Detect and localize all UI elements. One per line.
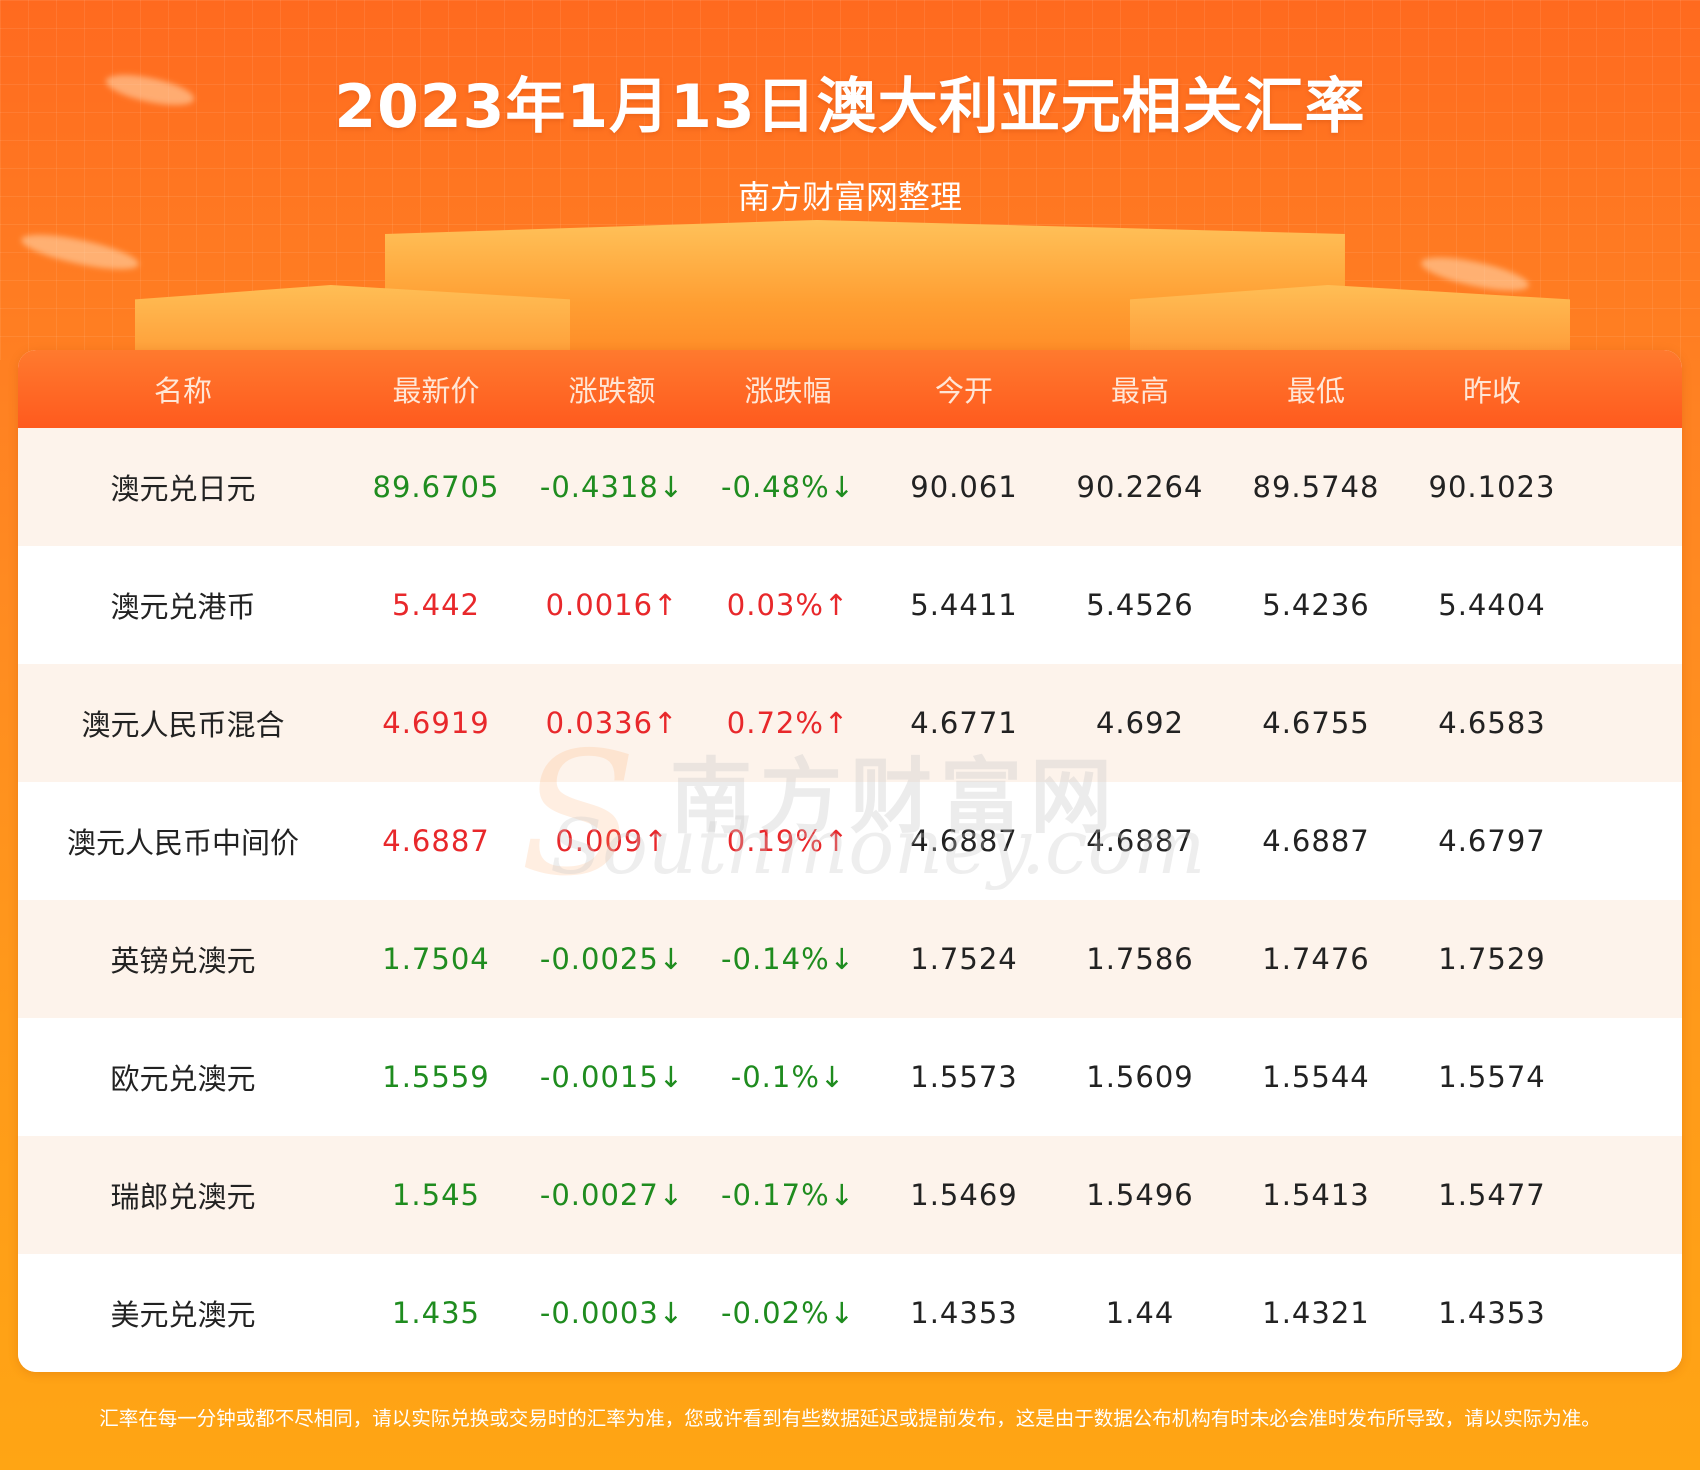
row-open: 4.6887: [910, 824, 1018, 858]
row-name: 瑞郎兑澳元: [110, 1180, 256, 1214]
row-name: 美元兑澳元: [110, 1298, 256, 1332]
row-change: -0.0027↓: [539, 1178, 685, 1212]
row-prev-close: 4.6583: [1438, 706, 1546, 740]
row-latest: 1.545: [391, 1178, 481, 1212]
row-change-pct: -0.1%↓: [730, 1060, 846, 1094]
row-open: 1.7524: [910, 942, 1018, 976]
row-latest: 4.6887: [382, 824, 490, 858]
table-row: 瑞郎兑澳元 1.545 -0.0027↓ -0.17%↓ 1.5469 1.54…: [18, 1136, 1682, 1254]
row-latest: 1.435: [391, 1296, 481, 1330]
row-change-pct: 0.72%↑: [726, 706, 850, 740]
row-change: 0.0336↑: [545, 706, 679, 740]
header-change: 涨跌额: [568, 374, 656, 408]
row-change-pct: -0.14%↓: [721, 942, 855, 976]
table-row: 澳元兑港币 5.442 0.0016↑ 0.03%↑ 5.4411 5.4526…: [18, 546, 1682, 664]
table-row: 澳元人民币混合 4.6919 0.0336↑ 0.72%↑ 4.6771 4.6…: [18, 664, 1682, 782]
row-open: 5.4411: [910, 588, 1018, 622]
row-name: 欧元兑澳元: [110, 1062, 256, 1096]
row-low: 4.6755: [1262, 706, 1370, 740]
row-high: 4.692: [1095, 706, 1185, 740]
row-prev-close: 1.7529: [1438, 942, 1546, 976]
row-low: 1.4321: [1262, 1296, 1370, 1330]
row-change-pct: 0.19%↑: [726, 824, 850, 858]
row-prev-close: 5.4404: [1438, 588, 1546, 622]
row-name: 澳元兑港币: [110, 590, 256, 624]
header-change-pct: 涨跌幅: [744, 374, 832, 408]
row-low: 1.5413: [1262, 1178, 1370, 1212]
row-high: 1.5496: [1086, 1178, 1194, 1212]
header-name: 名称: [153, 374, 212, 408]
exchange-rate-table: 名称 最新价 涨跌额 涨跌幅 今开 最高 最低 昨收 澳元兑日元 89.6705…: [18, 350, 1682, 1372]
row-high: 4.6887: [1086, 824, 1194, 858]
row-prev-close: 1.4353: [1438, 1296, 1546, 1330]
table-row: 澳元兑日元 89.6705 -0.4318↓ -0.48%↓ 90.061 90…: [18, 428, 1682, 546]
row-high: 5.4526: [1086, 588, 1194, 622]
row-prev-close: 4.6797: [1438, 824, 1546, 858]
table-header: 名称 最新价 涨跌额 涨跌幅 今开 最高 最低 昨收: [18, 350, 1682, 428]
row-open: 1.5573: [910, 1060, 1018, 1094]
row-prev-close: 90.1023: [1428, 470, 1556, 504]
page-title: 2023年1月13日澳大利亚元相关汇率: [334, 72, 1366, 142]
header-latest: 最新价: [392, 374, 480, 408]
header-low: 最低: [1286, 374, 1345, 408]
row-low: 5.4236: [1262, 588, 1370, 622]
page-subtitle: 南方财富网整理: [737, 178, 962, 216]
row-latest: 1.5559: [382, 1060, 490, 1094]
row-latest: 4.6919: [382, 706, 490, 740]
row-change-pct: -0.17%↓: [721, 1178, 855, 1212]
row-name: 澳元兑日元: [110, 472, 256, 506]
disclaimer-footer: 汇率在每一分钟或都不尽相同，请以实际兑换或交易时的汇率为准，您或许看到有些数据延…: [99, 1407, 1601, 1430]
row-change: 0.0016↑: [545, 588, 679, 622]
row-latest: 5.442: [391, 588, 481, 622]
row-change-pct: -0.48%↓: [721, 470, 855, 504]
row-latest: 1.7504: [382, 942, 490, 976]
row-prev-close: 1.5574: [1438, 1060, 1546, 1094]
row-high: 90.2264: [1076, 470, 1204, 504]
row-change: -0.0003↓: [539, 1296, 685, 1330]
row-prev-close: 1.5477: [1438, 1178, 1546, 1212]
row-name: 英镑兑澳元: [110, 944, 256, 978]
row-open: 1.4353: [910, 1296, 1018, 1330]
row-high: 1.5609: [1086, 1060, 1194, 1094]
row-change-pct: -0.02%↓: [721, 1296, 855, 1330]
row-open: 4.6771: [910, 706, 1018, 740]
table-row: 澳元人民币中间价 4.6887 0.009↑ 0.19%↑ 4.6887 4.6…: [18, 782, 1682, 900]
row-change: -0.4318↓: [539, 470, 685, 504]
row-low: 4.6887: [1262, 824, 1370, 858]
row-low: 1.5544: [1262, 1060, 1370, 1094]
header-prev-close: 昨收: [1462, 374, 1521, 408]
header-open: 今开: [934, 374, 993, 408]
header-high: 最高: [1110, 374, 1169, 408]
row-latest: 89.6705: [372, 470, 500, 504]
row-name: 澳元人民币中间价: [66, 826, 299, 860]
row-open: 90.061: [910, 470, 1018, 504]
row-high: 1.44: [1105, 1296, 1175, 1330]
table-row: 美元兑澳元 1.435 -0.0003↓ -0.02%↓ 1.4353 1.44…: [18, 1254, 1682, 1372]
row-change-pct: 0.03%↑: [726, 588, 850, 622]
row-change: -0.0025↓: [539, 942, 685, 976]
row-low: 89.5748: [1252, 470, 1380, 504]
row-change: 0.009↑: [555, 824, 669, 858]
row-high: 1.7586: [1086, 942, 1194, 976]
table-row: 英镑兑澳元 1.7504 -0.0025↓ -0.14%↓ 1.7524 1.7…: [18, 900, 1682, 1018]
table-row: 欧元兑澳元 1.5559 -0.0015↓ -0.1%↓ 1.5573 1.56…: [18, 1018, 1682, 1136]
row-name: 澳元人民币混合: [81, 708, 285, 742]
row-change: -0.0015↓: [539, 1060, 685, 1094]
row-low: 1.7476: [1262, 942, 1370, 976]
row-open: 1.5469: [910, 1178, 1018, 1212]
